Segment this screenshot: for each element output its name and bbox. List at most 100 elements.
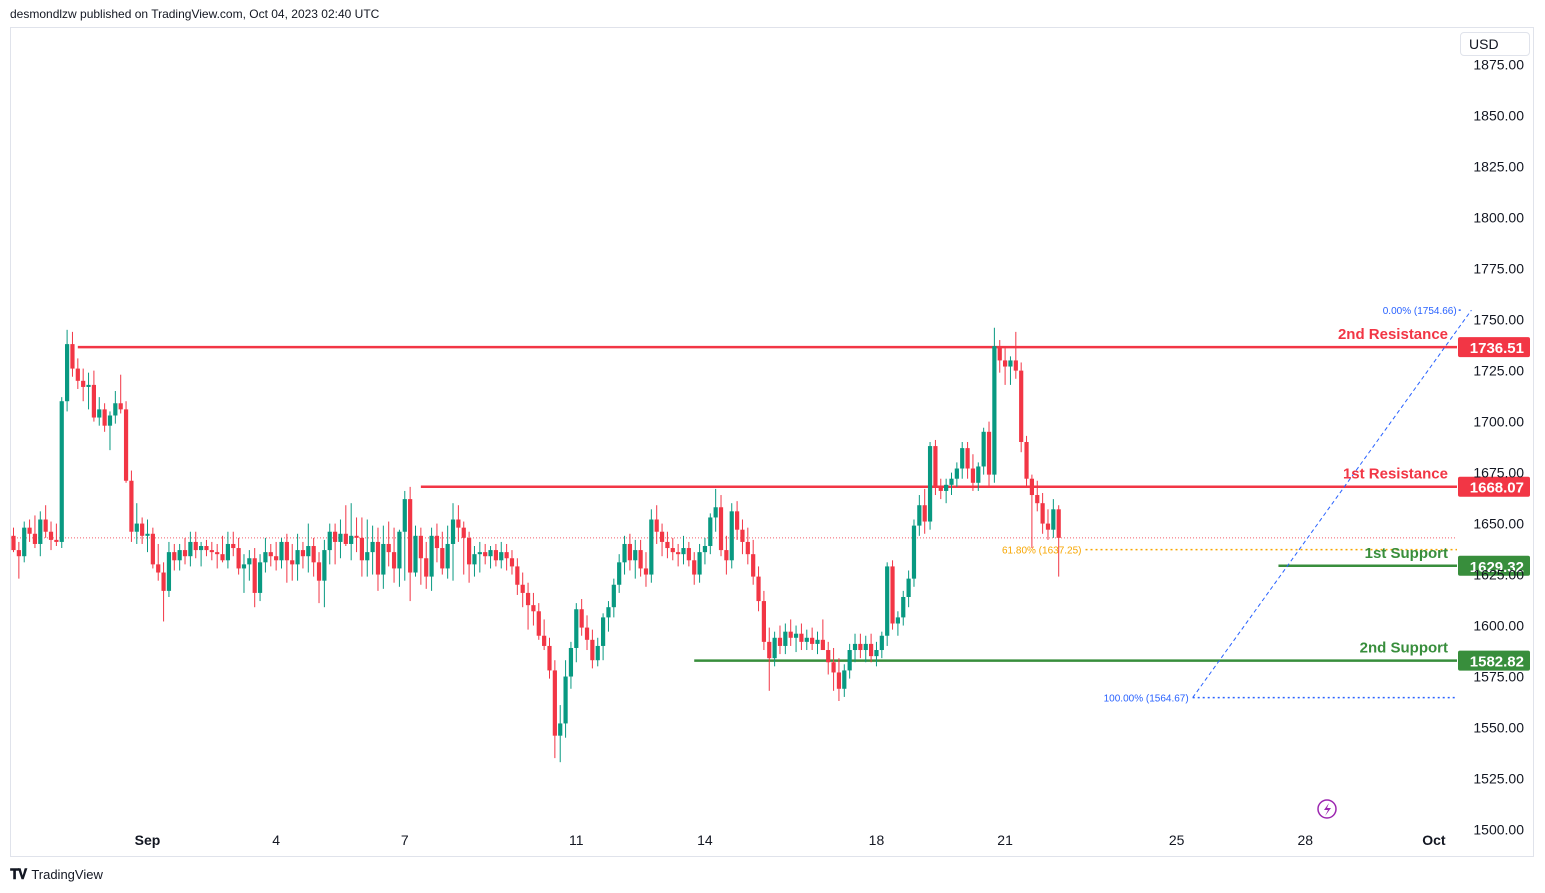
candle[interactable] <box>986 421 992 487</box>
candle[interactable] <box>584 615 590 651</box>
candle[interactable] <box>263 537 268 573</box>
candle[interactable] <box>424 541 429 589</box>
candle[interactable] <box>761 590 766 651</box>
candle[interactable] <box>381 525 386 589</box>
candle[interactable] <box>579 599 584 636</box>
candle[interactable] <box>976 462 981 491</box>
candle[interactable] <box>333 523 338 565</box>
candle[interactable] <box>290 543 295 581</box>
candle[interactable] <box>997 340 1002 373</box>
candle[interactable] <box>558 705 563 763</box>
candle[interactable] <box>43 505 48 538</box>
candle[interactable] <box>960 442 965 479</box>
candle[interactable] <box>793 625 799 653</box>
candle[interactable] <box>327 523 332 565</box>
candle[interactable] <box>590 629 595 669</box>
candle[interactable] <box>858 633 863 659</box>
candle[interactable] <box>220 535 225 563</box>
candle[interactable] <box>284 533 289 583</box>
candle[interactable] <box>772 631 777 667</box>
candle[interactable] <box>895 611 900 636</box>
candle[interactable] <box>504 543 509 571</box>
candle[interactable] <box>22 521 27 563</box>
candle[interactable] <box>1013 331 1018 379</box>
candle[interactable] <box>1045 509 1051 540</box>
candle[interactable] <box>359 517 364 577</box>
candle[interactable] <box>659 523 665 557</box>
candle[interactable] <box>204 539 209 557</box>
candle[interactable] <box>933 439 938 496</box>
candle[interactable] <box>927 442 933 530</box>
candle[interactable] <box>874 641 879 667</box>
candle[interactable] <box>386 521 391 567</box>
candle[interactable] <box>241 554 247 593</box>
currency-button[interactable]: USD <box>1460 32 1530 56</box>
candle[interactable] <box>140 517 145 544</box>
candle[interactable] <box>408 486 413 602</box>
candle[interactable] <box>113 391 118 424</box>
candle[interactable] <box>992 327 997 483</box>
candle[interactable] <box>236 537 241 575</box>
candle[interactable] <box>799 623 804 651</box>
candle[interactable] <box>922 488 927 534</box>
candle[interactable] <box>676 543 681 567</box>
candle[interactable] <box>869 633 874 663</box>
candle[interactable] <box>247 550 252 581</box>
candle[interactable] <box>338 519 343 559</box>
candle[interactable] <box>826 641 831 675</box>
candle[interactable] <box>670 537 675 561</box>
candle[interactable] <box>354 517 359 553</box>
candle[interactable] <box>467 531 472 583</box>
candle[interactable] <box>268 543 273 567</box>
candle[interactable] <box>65 329 70 412</box>
candle[interactable] <box>1040 492 1045 534</box>
candle[interactable] <box>740 519 745 555</box>
candle[interactable] <box>627 533 632 571</box>
candle[interactable] <box>751 539 756 585</box>
candle[interactable] <box>601 613 606 661</box>
candle[interactable] <box>863 635 868 663</box>
candle[interactable] <box>27 519 32 542</box>
candle[interactable] <box>788 619 793 646</box>
candle[interactable] <box>349 503 354 561</box>
candle[interactable] <box>397 529 402 587</box>
candle[interactable] <box>1003 348 1008 385</box>
candle[interactable] <box>16 541 21 579</box>
candle[interactable] <box>370 525 375 575</box>
candle[interactable] <box>906 570 911 608</box>
candle[interactable] <box>649 509 654 583</box>
candle[interactable] <box>375 527 381 591</box>
candle[interactable] <box>1056 505 1061 577</box>
candle[interactable] <box>118 374 123 414</box>
candle[interactable] <box>735 501 740 540</box>
candle[interactable] <box>70 331 75 377</box>
candle[interactable] <box>633 539 638 579</box>
candle[interactable] <box>182 537 188 565</box>
candle[interactable] <box>456 505 461 542</box>
candle[interactable] <box>879 631 884 659</box>
candle[interactable] <box>552 660 557 759</box>
candle[interactable] <box>97 397 102 426</box>
candle[interactable] <box>295 533 300 581</box>
candle[interactable] <box>343 505 348 547</box>
candle[interactable] <box>1029 474 1034 549</box>
candle[interactable] <box>563 660 568 738</box>
candle[interactable] <box>123 401 129 483</box>
candle[interactable] <box>477 541 482 573</box>
candle[interactable] <box>434 523 440 563</box>
candle[interactable] <box>1019 362 1024 453</box>
candle[interactable] <box>402 490 407 581</box>
candle[interactable] <box>542 619 547 651</box>
candle[interactable] <box>697 543 702 583</box>
candle[interactable] <box>815 631 820 655</box>
candle[interactable] <box>129 470 134 542</box>
candle[interactable] <box>852 633 858 663</box>
candle[interactable] <box>718 495 724 557</box>
candle[interactable] <box>531 592 536 626</box>
candle[interactable] <box>59 397 64 549</box>
candle[interactable] <box>1008 356 1013 385</box>
candle[interactable] <box>638 539 643 577</box>
candle[interactable] <box>1035 480 1040 512</box>
candle[interactable] <box>252 548 257 608</box>
candle[interactable] <box>901 590 906 626</box>
